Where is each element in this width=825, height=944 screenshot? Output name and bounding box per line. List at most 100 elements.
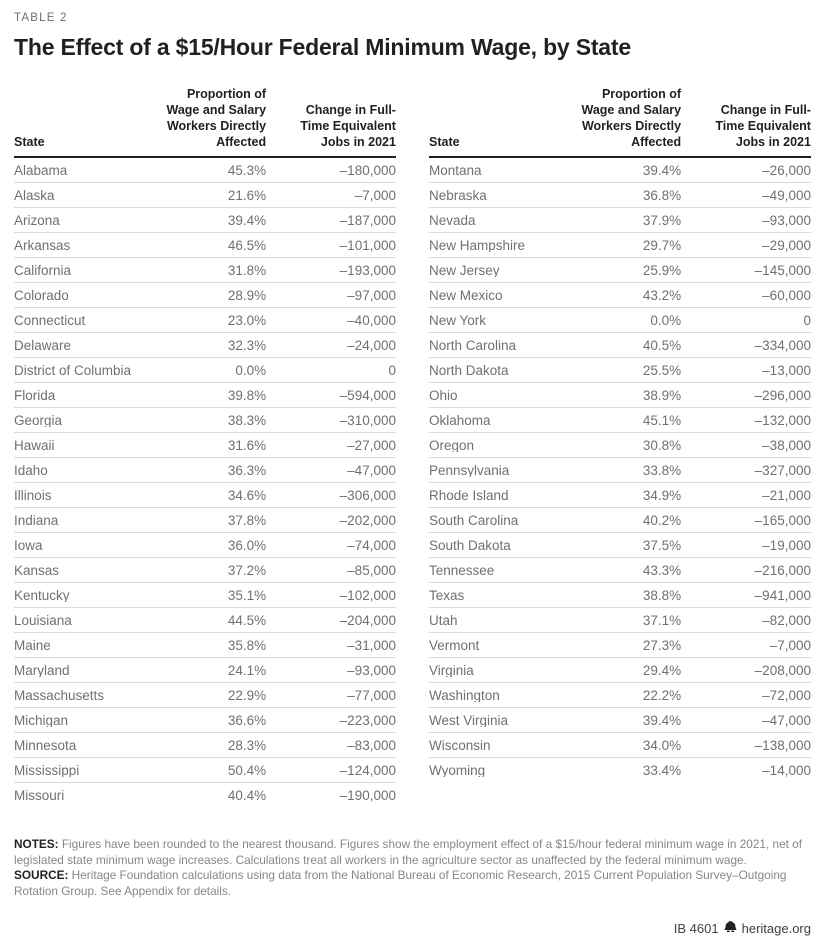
- table-row: Georgia 38.3% –310,000: [14, 407, 396, 432]
- state-cell: Nebraska: [429, 188, 487, 203]
- change-cell: –132,000: [754, 413, 811, 428]
- state-cell: Colorado: [14, 288, 69, 303]
- table-row: Rhode Island 34.9% –21,000: [429, 482, 811, 507]
- proportion-cell: 24.1%: [227, 663, 267, 678]
- proportion-cell: 39.8%: [227, 388, 267, 403]
- change-cell: –138,000: [754, 738, 811, 753]
- state-cell: Louisiana: [14, 613, 72, 628]
- change-cell: 0: [803, 313, 811, 328]
- change-cell: –74,000: [347, 538, 396, 553]
- proportion-cell: 29.7%: [642, 238, 682, 253]
- table-row: Maine 35.8% –31,000: [14, 632, 396, 657]
- state-table-right: State Proportion of Wage and Salary Work…: [429, 86, 811, 807]
- proportion-cell: 32.3%: [227, 338, 267, 353]
- state-cell: Wisconsin: [429, 738, 491, 753]
- table-row: Idaho 36.3% –47,000: [14, 457, 396, 482]
- table-row: Tennessee 43.3% –216,000: [429, 557, 811, 582]
- state-cell: Indiana: [14, 513, 59, 528]
- change-cell: –38,000: [762, 438, 811, 453]
- table-body: Montana 39.4% –26,000 Nebraska 36.8% –49,000 N…: [429, 158, 811, 782]
- state-cell: Washington: [429, 688, 500, 703]
- proportion-cell: 39.4%: [642, 163, 682, 178]
- table-label: TABLE 2: [14, 12, 68, 24]
- proportion-cell: 37.2%: [227, 563, 267, 578]
- proportion-cell: 28.3%: [227, 738, 267, 753]
- change-cell: –327,000: [754, 463, 811, 478]
- change-cell: –29,000: [762, 238, 811, 253]
- state-cell: Virginia: [429, 663, 474, 678]
- table-row: Hawaii 31.6% –27,000: [14, 432, 396, 457]
- proportion-cell: 37.5%: [642, 538, 682, 553]
- table-row: North Dakota 25.5% –13,000: [429, 357, 811, 382]
- change-cell: –306,000: [339, 488, 396, 503]
- notes-line: NOTES: Figures have been rounded to the …: [14, 837, 811, 868]
- table-row: Kansas 37.2% –85,000: [14, 557, 396, 582]
- proportion-cell: 38.9%: [642, 388, 682, 403]
- change-cell: –223,000: [339, 713, 396, 728]
- state-cell: Maryland: [14, 663, 70, 678]
- state-cell: Oklahoma: [429, 413, 491, 428]
- table-row: Minnesota 28.3% –83,000: [14, 732, 396, 757]
- change-cell: –941,000: [754, 588, 811, 603]
- proportion-cell: 29.4%: [642, 663, 682, 678]
- table-row: North Carolina 40.5% –334,000: [429, 332, 811, 357]
- table-row: Massachusetts 22.9% –77,000: [14, 682, 396, 707]
- change-cell: –47,000: [762, 713, 811, 728]
- table-row: Missouri 40.4% –190,000: [14, 782, 396, 807]
- state-cell: New Mexico: [429, 288, 503, 303]
- state-cell: Mississippi: [14, 763, 80, 778]
- state-table-left: State Proportion of Wage and Salary Work…: [14, 86, 396, 807]
- proportion-cell: 33.8%: [642, 463, 682, 478]
- proportion-cell: 38.8%: [642, 588, 682, 603]
- change-cell: –204,000: [339, 613, 396, 628]
- column-header-proportion: Proportion of Wage and Salary Workers Di…: [166, 87, 267, 150]
- table-row: Oregon 30.8% –38,000: [429, 432, 811, 457]
- change-cell: –216,000: [754, 563, 811, 578]
- state-cell: Delaware: [14, 338, 72, 353]
- proportion-cell: 33.4%: [642, 763, 682, 778]
- notes-label: NOTES:: [14, 837, 59, 852]
- state-cell: Arizona: [14, 213, 60, 228]
- proportion-cell: 36.6%: [227, 713, 267, 728]
- state-cell: Alaska: [14, 188, 55, 203]
- proportion-cell: 36.8%: [642, 188, 682, 203]
- change-cell: –26,000: [762, 163, 811, 178]
- state-cell: Minnesota: [14, 738, 77, 753]
- notes-text: Figures have been rounded to the nearest…: [14, 837, 803, 867]
- state-cell: Utah: [429, 613, 458, 628]
- table-row: Iowa 36.0% –74,000: [14, 532, 396, 557]
- state-cell: Iowa: [14, 538, 43, 553]
- state-cell: Ohio: [429, 388, 458, 403]
- table-row: Wyoming 33.4% –14,000: [429, 757, 811, 782]
- state-cell: Nevada: [429, 213, 476, 228]
- state-tables: State Proportion of Wage and Salary Work…: [14, 86, 811, 807]
- proportion-cell: 25.5%: [642, 363, 682, 378]
- proportion-cell: 25.9%: [642, 263, 682, 278]
- footer-doc-id: IB 4601: [673, 920, 719, 936]
- column-header-state: State: [14, 135, 45, 150]
- source-line: SOURCE: Heritage Foundation calculations…: [14, 868, 811, 899]
- change-cell: –334,000: [754, 338, 811, 353]
- table-row: Arkansas 46.5% –101,000: [14, 232, 396, 257]
- state-cell: New Jersey: [429, 263, 500, 278]
- proportion-cell: 45.3%: [227, 163, 267, 178]
- proportion-cell: 39.4%: [227, 213, 267, 228]
- table-row: New Jersey 25.9% –145,000: [429, 257, 811, 282]
- table-row: Nevada 37.9% –93,000: [429, 207, 811, 232]
- table-header-row: State Proportion of Wage and Salary Work…: [429, 86, 811, 159]
- table-row: Washington 22.2% –72,000: [429, 682, 811, 707]
- state-cell: Arkansas: [14, 238, 71, 253]
- proportion-cell: 0.0%: [235, 363, 267, 378]
- proportion-cell: 36.3%: [227, 463, 267, 478]
- change-cell: –60,000: [762, 288, 811, 303]
- change-cell: –202,000: [339, 513, 396, 528]
- change-cell: –93,000: [762, 213, 811, 228]
- table-body: Alabama 45.3% –180,000 Alaska 21.6% –7,000 Ari…: [14, 158, 396, 807]
- state-cell: South Carolina: [429, 513, 519, 528]
- table-row: Utah 37.1% –82,000: [429, 607, 811, 632]
- table-row: Vermont 27.3% –7,000: [429, 632, 811, 657]
- table-row: South Dakota 37.5% –19,000: [429, 532, 811, 557]
- figure-title: The Effect of a $15/Hour Federal Minimum…: [14, 34, 631, 60]
- state-cell: Massachusetts: [14, 688, 105, 703]
- proportion-cell: 23.0%: [227, 313, 267, 328]
